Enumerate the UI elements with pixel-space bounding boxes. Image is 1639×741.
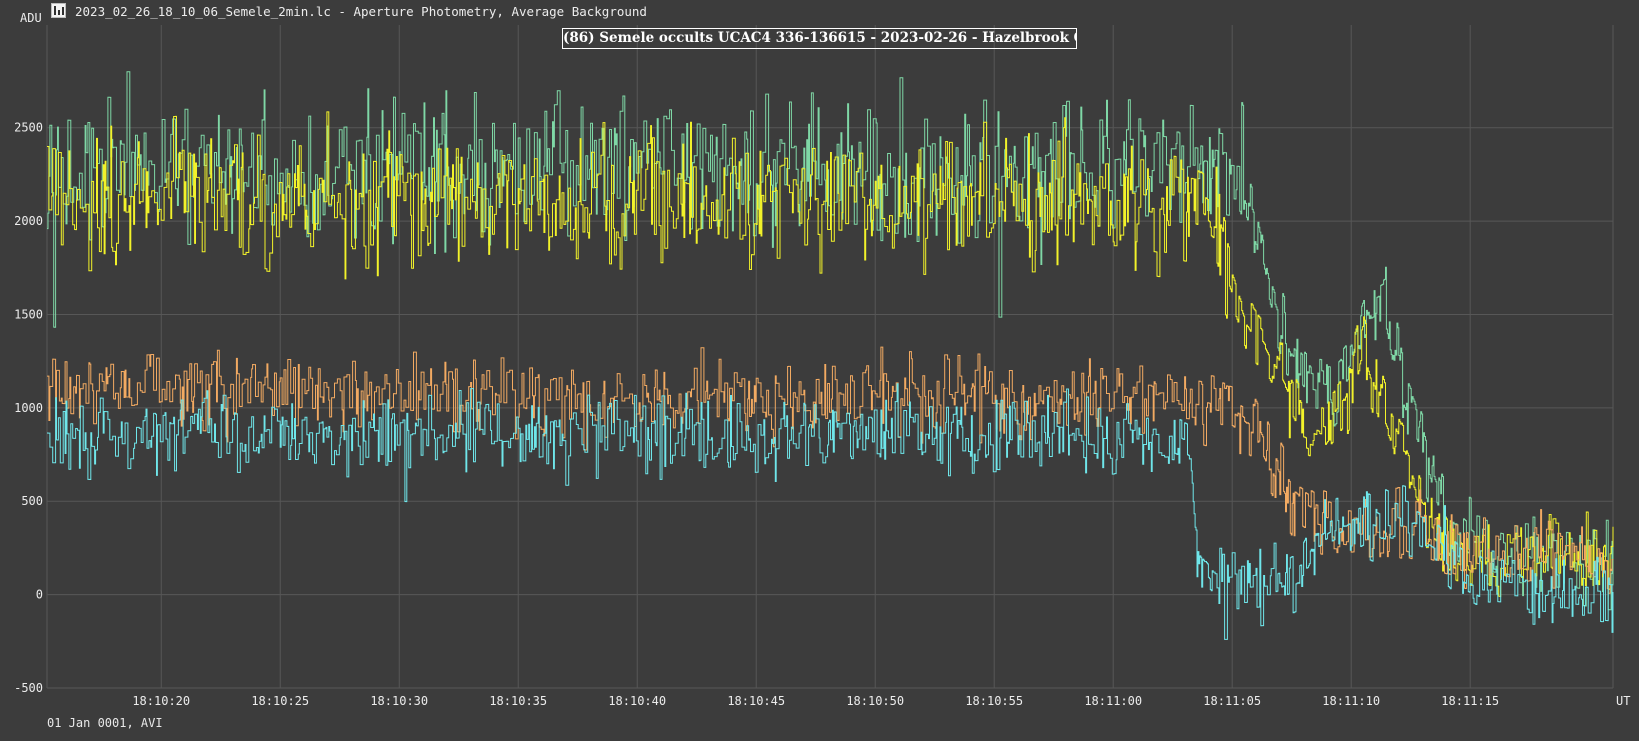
window-title-bar: 2023_02_26_18_10_06_Semele_2min.lc - Ape… <box>0 0 1639 24</box>
grid-lines <box>46 25 1614 689</box>
y-tick-label: 0 <box>36 588 43 602</box>
x-tick-label: 18:10:30 <box>370 694 428 708</box>
x-tick-label: 18:10:55 <box>965 694 1023 708</box>
series-1-line <box>47 111 1614 597</box>
y-tick-label: 500 <box>21 494 43 508</box>
x-tick-label: 18:11:10 <box>1322 694 1380 708</box>
y-tick-label: 2500 <box>14 121 43 135</box>
lightcurve-app-icon[interactable] <box>51 3 66 18</box>
series-lines <box>47 71 1614 640</box>
series-2-line <box>47 346 1614 594</box>
window-title: 2023_02_26_18_10_06_Semele_2min.lc - Ape… <box>75 4 647 19</box>
x-tick-label: 18:10:35 <box>489 694 547 708</box>
axis-tick-labels: 18:10:20 18:10:25 18:10:30 18:10:35 18:10:40… <box>14 121 1499 708</box>
y-tick-label: 2000 <box>14 214 43 228</box>
x-tick-label: 18:11:15 <box>1441 694 1499 708</box>
footer-date-label: 01 Jan 0001, AVI <box>47 716 163 730</box>
y-tick-label: 1500 <box>14 307 43 321</box>
y-tick-label: -500 <box>14 681 43 695</box>
x-axis-label: UT <box>1616 694 1630 708</box>
y-axis-label: ADU <box>20 11 42 25</box>
y-tick-label: 1000 <box>14 401 43 415</box>
x-tick-label: 18:11:05 <box>1203 694 1261 708</box>
x-tick-label: 18:10:20 <box>132 694 190 708</box>
series-3-line <box>47 383 1614 640</box>
x-tick-label: 18:11:00 <box>1084 694 1142 708</box>
x-tick-label: 18:10:50 <box>846 694 904 708</box>
chart-title: (86) Semele occults UCAC4 336-136615 - 2… <box>562 28 1077 49</box>
x-tick-label: 18:10:40 <box>608 694 666 708</box>
x-tick-label: 18:10:45 <box>727 694 785 708</box>
series-0-line <box>47 71 1614 611</box>
x-tick-label: 18:10:25 <box>251 694 309 708</box>
